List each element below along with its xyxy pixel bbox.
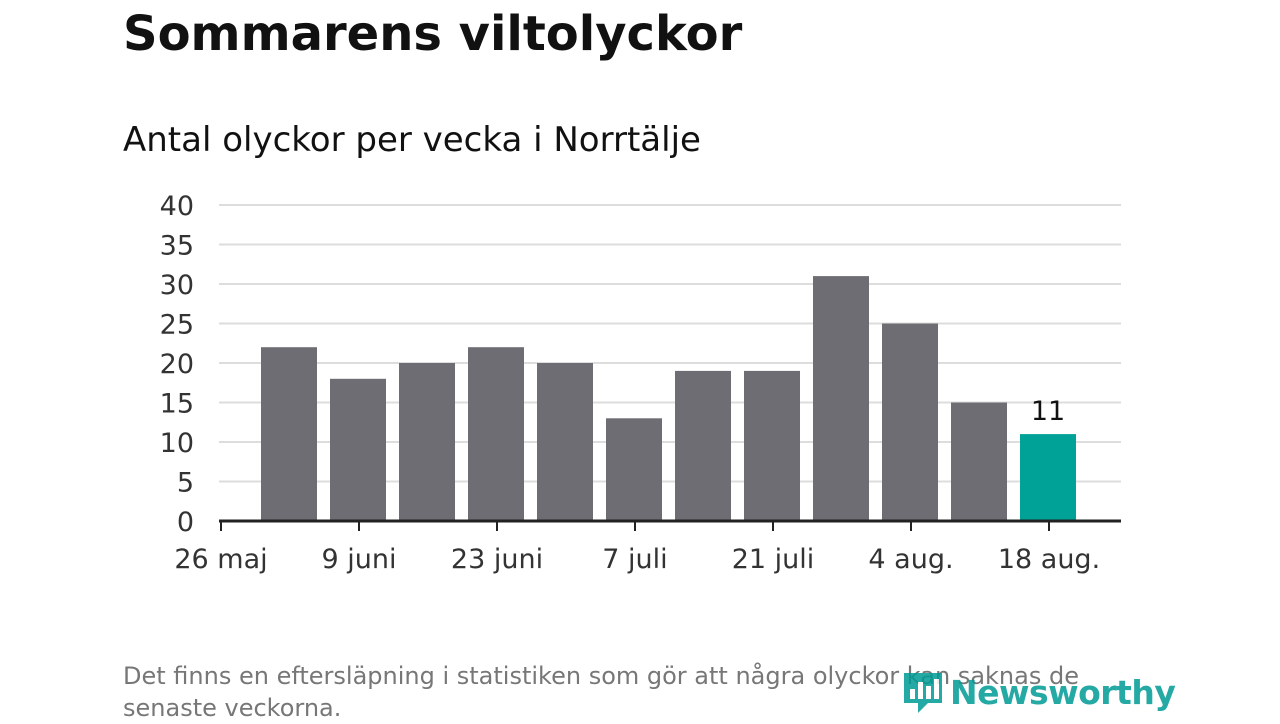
bar: [468, 347, 524, 521]
bar-chart: 0 5 10 15 20 25 30 35 40 11 26 maj 9 juni 23 juni 7…: [160, 191, 1121, 575]
brand-logo[interactable]: Newsworthy: [902, 668, 1176, 716]
data-labels: 11: [1031, 396, 1065, 427]
y-tick-label: 25: [160, 310, 194, 341]
x-tick-label: 18 aug.: [998, 544, 1100, 575]
bar: [399, 363, 455, 521]
y-tick-label: 35: [160, 231, 194, 262]
bar: [1020, 434, 1076, 521]
bar: [813, 276, 869, 521]
bar: [744, 370, 800, 521]
bar: [951, 402, 1007, 521]
x-tick-label: 23 juni: [451, 544, 543, 575]
bar: [606, 418, 662, 521]
y-tick-label: 10: [160, 428, 194, 459]
x-tick-label: 7 juli: [602, 544, 667, 575]
gridlines: [219, 204, 1121, 483]
chart-title: Sommarens viltolyckor: [123, 6, 743, 62]
chart-subtitle: Antal olyckor per vecka i Norrtälje: [123, 120, 701, 160]
x-tick-label: 26 maj: [174, 544, 267, 575]
y-tick-label: 15: [160, 389, 194, 420]
brand-name: Newsworthy: [950, 672, 1176, 712]
y-tick-label: 40: [160, 191, 194, 222]
bar: [261, 347, 317, 521]
x-tick-label: 21 juli: [732, 544, 815, 575]
x-axis-ticks: 26 maj 9 juni 23 juni 7 juli 21 juli 4 aug. 18…: [174, 521, 1100, 575]
bar: [675, 370, 731, 521]
newsworthy-logo-icon: [904, 673, 942, 713]
y-tick-label: 30: [160, 270, 194, 301]
y-axis-ticks: 0 5 10 15 20 25 30 35 40: [160, 191, 194, 538]
bar: [537, 363, 593, 521]
y-tick-label: 20: [160, 349, 194, 380]
bar: [882, 323, 938, 521]
y-tick-label: 0: [177, 507, 194, 538]
bars: [261, 276, 1076, 521]
x-tick-label: 4 aug.: [868, 544, 953, 575]
data-label: 11: [1031, 396, 1065, 427]
bar: [330, 378, 386, 521]
y-tick-label: 5: [177, 468, 194, 499]
x-tick-label: 9 juni: [322, 544, 397, 575]
